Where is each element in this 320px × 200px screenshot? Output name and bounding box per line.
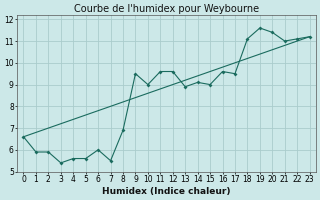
Title: Courbe de l'humidex pour Weybourne: Courbe de l'humidex pour Weybourne — [74, 4, 259, 14]
X-axis label: Humidex (Indice chaleur): Humidex (Indice chaleur) — [102, 187, 231, 196]
